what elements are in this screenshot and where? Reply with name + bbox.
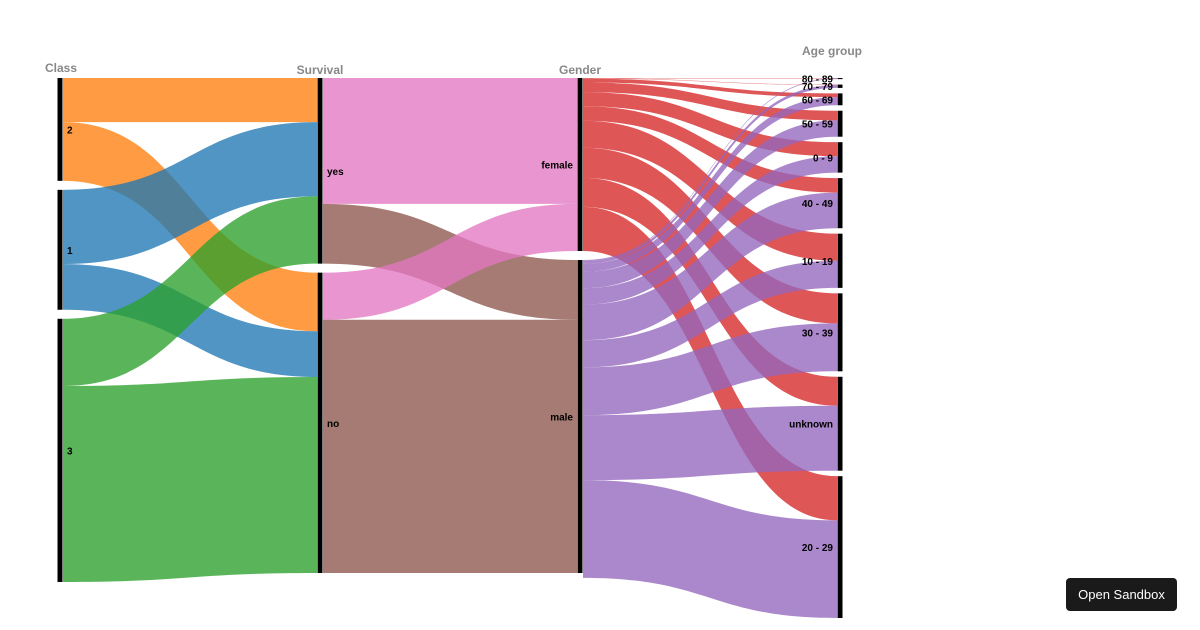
link-class-3-to-yes [63, 196, 317, 386]
link-class-2-to-yes [63, 78, 317, 123]
link-gender-male-to-80-89 [583, 78, 837, 261]
link-gender-male-to-10-19 [583, 260, 837, 368]
node-label-age-group-60-69: 60 - 69 [802, 95, 834, 106]
node-label-age-group-unknown: unknown [789, 420, 833, 431]
node-label-age-group-80-89: 80 - 89 [802, 75, 834, 86]
node-label-age-group-0-9: 0 - 9 [813, 153, 833, 164]
node-bar-age-group-30-39 [837, 293, 843, 372]
link-gender-male-to-0-9 [583, 156, 837, 305]
link-gender-male-to-30-39 [583, 323, 837, 416]
dimension-title-age-group: Age group [802, 44, 862, 58]
node-label-gender-male: male [550, 413, 573, 424]
node-bar-gender-male [577, 260, 583, 573]
node-label-age-group-20-29: 20 - 29 [802, 543, 834, 554]
node-bar-class-3 [57, 318, 63, 582]
node-label-gender-female: female [541, 161, 573, 172]
link-gender-male-to-20-29 [583, 480, 837, 618]
node-label-survival-yes: yes [327, 167, 344, 178]
open-sandbox-button[interactable]: Open Sandbox [1066, 578, 1177, 611]
node-label-age-group-10-19: 10 - 19 [802, 257, 834, 268]
link-survival-no-to-female [323, 203, 577, 320]
link-gender-male-to-70-79 [583, 84, 837, 264]
node-label-class-2: 2 [67, 125, 73, 136]
link-gender-female-to-70-79 [583, 78, 837, 85]
link-gender-male-to-60-69 [583, 97, 837, 272]
dimension-titles: Class Survival Gender Age group [45, 44, 862, 77]
node-bar-survival-no [317, 272, 323, 573]
node-bar-age-group-unknown [837, 376, 843, 471]
node-bar-class-1 [57, 189, 63, 310]
node-bar-age-group-60-69 [837, 93, 843, 106]
node-bar-survival-yes [317, 78, 323, 264]
link-gender-male-to-40-49 [583, 192, 837, 341]
link-class-1-to-yes [63, 122, 317, 265]
sankey-nodes [57, 78, 843, 618]
node-label-age-group-70-79: 70 - 79 [802, 82, 834, 93]
node-bar-age-group-50-59 [837, 110, 843, 137]
dimension-title-class: Class [45, 61, 77, 75]
node-label-class-3: 3 [67, 446, 73, 457]
node-label-survival-no: no [327, 419, 339, 430]
node-bar-age-group-10-19 [837, 233, 843, 288]
dimension-title-gender: Gender [559, 63, 601, 77]
link-gender-female-to-60-69 [583, 78, 837, 98]
node-label-age-group-30-39: 30 - 39 [802, 328, 834, 339]
node-bar-age-group-80-89 [837, 78, 843, 80]
node-label-age-group-50-59: 50 - 59 [802, 120, 834, 131]
node-bar-class-2 [57, 78, 63, 181]
node-bar-age-group-40-49 [837, 178, 843, 229]
node-bar-age-group-0-9 [837, 142, 843, 173]
link-gender-female-to-unknown [583, 177, 837, 406]
node-label-age-group-40-49: 40 - 49 [802, 199, 834, 210]
node-bar-gender-female [577, 78, 583, 252]
sankey-links [63, 78, 837, 618]
link-gender-female-to-50-59 [583, 82, 837, 121]
node-bar-age-group-70-79 [837, 84, 843, 88]
link-survival-yes-to-female [323, 78, 577, 204]
link-survival-no-to-male [323, 319, 577, 573]
link-gender-male-to-unknown [583, 405, 837, 481]
dimension-title-survival: Survival [297, 63, 344, 77]
node-bar-age-group-20-29 [837, 476, 843, 618]
link-gender-male-to-50-59 [583, 120, 837, 289]
node-label-class-1: 1 [67, 246, 73, 257]
link-class-3-to-no [63, 376, 317, 582]
